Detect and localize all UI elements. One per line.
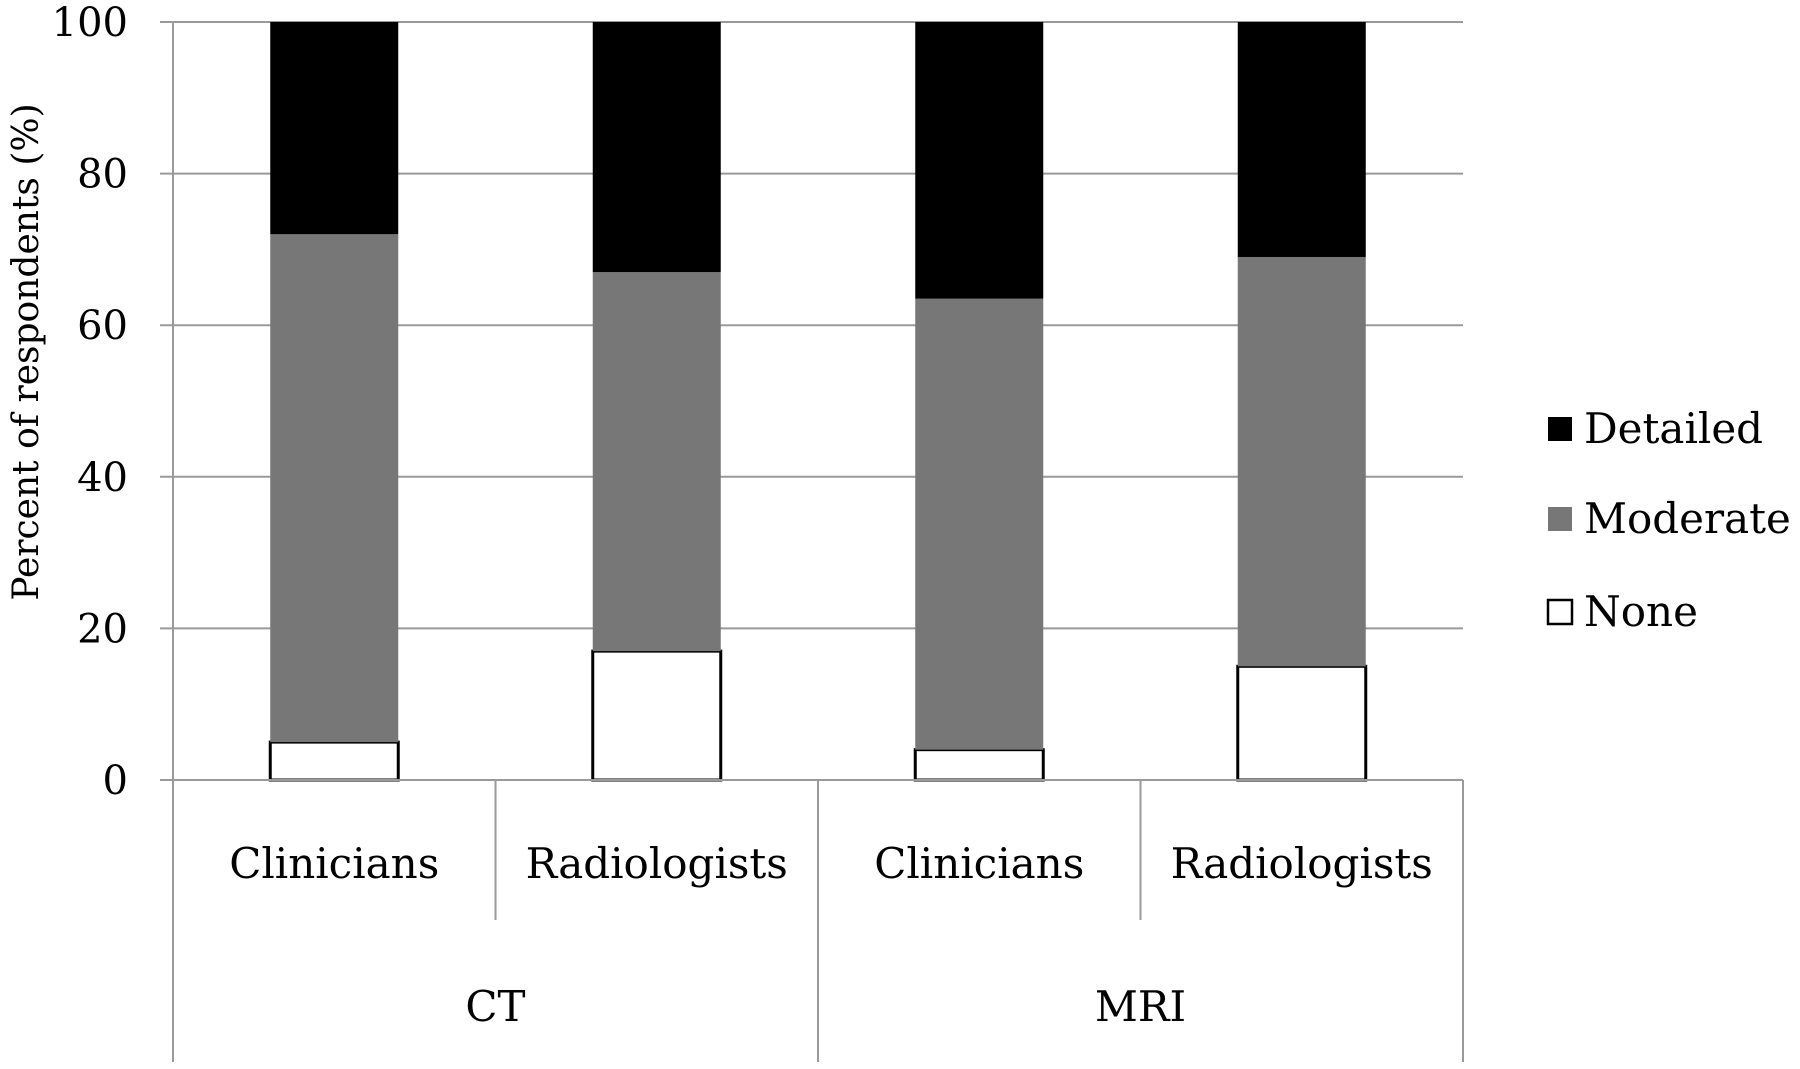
- legend: Detailed Moderate None: [1546, 404, 1791, 636]
- x-category-label: Radiologists: [1171, 839, 1433, 888]
- x-category-label: Clinicians: [229, 839, 439, 888]
- y-tick-label: 60: [77, 303, 128, 349]
- y-axis-label: Percent of respondents (%): [6, 103, 47, 600]
- y-tick-label: 20: [77, 606, 128, 652]
- bar-segment-detailed: [1237, 22, 1366, 257]
- x-group-label: MRI: [1095, 982, 1186, 1031]
- axes: [172, 22, 1464, 1062]
- legend-label: Detailed: [1584, 404, 1763, 453]
- legend-swatch-detailed: [1548, 417, 1572, 441]
- y-tick-labels: 0 20 40 60 80 100: [52, 0, 128, 804]
- legend-label: None: [1584, 587, 1698, 636]
- bar-segment-moderate: [1237, 256, 1366, 667]
- bar-segment-none: [591, 649, 723, 782]
- legend-swatch-none: [1546, 598, 1574, 626]
- bar-segment-moderate: [270, 234, 399, 743]
- category-labels: Clinicians Radiologists Clinicians Radiolog…: [229, 839, 1433, 888]
- y-tick-label: 0: [103, 758, 128, 804]
- x-category-label: Clinicians: [874, 839, 1084, 888]
- bar-segment-moderate: [915, 298, 1044, 750]
- x-category-label: Radiologists: [526, 839, 788, 888]
- bar-segment-detailed: [270, 22, 399, 235]
- x-group-label: CT: [465, 982, 525, 1031]
- bar-segment-none: [268, 740, 400, 782]
- bars: [268, 22, 1368, 782]
- bar-segment-detailed: [915, 22, 1044, 299]
- y-tick-label: 80: [77, 152, 128, 198]
- bar-segment-none: [1236, 664, 1368, 782]
- bar-segment-detailed: [592, 22, 721, 273]
- y-tick-label: 100: [52, 0, 128, 46]
- bar-segment-moderate: [592, 272, 721, 652]
- bar-segment-none: [913, 748, 1045, 782]
- y-tick-label: 40: [77, 455, 128, 501]
- legend-swatch-moderate: [1548, 507, 1572, 531]
- legend-label: Moderate: [1584, 494, 1791, 543]
- group-labels: CT MRI: [465, 982, 1186, 1031]
